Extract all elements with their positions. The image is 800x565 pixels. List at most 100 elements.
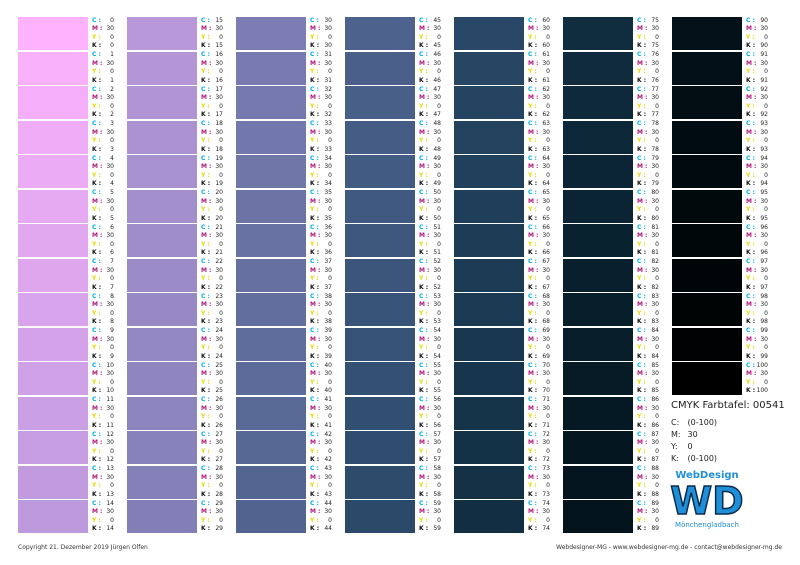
channel-label-y: Y :	[419, 102, 428, 110]
channel-label-k: K :	[528, 525, 538, 532]
channel-label-m: M :	[746, 59, 757, 67]
channel-value-y: 0	[110, 378, 114, 386]
channel-label-m: M :	[201, 266, 212, 274]
channel-value-y: 0	[328, 102, 332, 110]
color-swatch	[236, 465, 306, 499]
channel-value-m: 30	[106, 473, 114, 481]
channel-label-c: C :	[746, 361, 755, 369]
color-swatch	[454, 120, 524, 154]
color-swatch	[236, 293, 306, 326]
channel-label-c: C :	[528, 85, 537, 93]
channel-label-c: C :	[637, 154, 646, 162]
color-swatch	[18, 224, 88, 257]
channel-label-y: Y :	[310, 171, 319, 179]
channel-value-m: 30	[542, 232, 550, 239]
channel-label-k: K :	[746, 180, 756, 187]
channel-value-c: 21	[215, 223, 223, 231]
channel-label-k: K :	[419, 111, 429, 118]
channel-value-y: 0	[219, 240, 223, 248]
channel-value-k: 81	[651, 249, 659, 256]
channel-label-k: K :	[528, 387, 538, 394]
color-swatch	[672, 17, 742, 50]
channel-label-m: M :	[201, 404, 212, 412]
channel-value-m: 30	[542, 473, 550, 481]
channel-value-c: 64	[542, 154, 550, 162]
channel-label-k: K :	[419, 421, 429, 429]
channel-label-c: C :	[746, 154, 755, 162]
channel-label-k: K :	[528, 42, 538, 49]
channel-value-m: 30	[542, 266, 550, 274]
channel-label-k: K :	[637, 352, 647, 360]
channel-label-m: M :	[310, 59, 321, 67]
channel-label-k: K :	[528, 76, 538, 84]
channel-label-m: M :	[201, 439, 212, 446]
channel-value-m: 30	[651, 335, 659, 343]
channel-value-m: 30	[433, 163, 441, 170]
color-swatch	[563, 327, 633, 361]
channel-label-y: Y :	[637, 102, 646, 110]
channel-label-c: C :	[528, 51, 537, 58]
channel-value-c: 12	[106, 430, 114, 438]
channel-label-m: M :	[310, 128, 321, 136]
channel-label-y: Y :	[637, 171, 646, 179]
channel-value-y: 0	[110, 275, 114, 282]
channel-value-m: 30	[542, 439, 550, 446]
channel-label-y: Y :	[419, 482, 428, 489]
channel-label-k: K :	[528, 111, 538, 118]
channel-label-k: K :	[637, 421, 647, 429]
channel-label-c: C :	[201, 465, 210, 472]
channel-value-k: 40	[324, 387, 332, 394]
channel-label-c: C :	[310, 223, 319, 231]
channel-label-k: K :	[637, 490, 647, 498]
channel-value-y: 0	[437, 68, 441, 75]
channel-label-y: Y :	[92, 137, 101, 144]
channel-value-k: 24	[215, 352, 223, 360]
channel-label-m: M :	[201, 163, 212, 170]
channel-label-m: M :	[637, 301, 648, 308]
channel-value-m: 30	[433, 59, 441, 67]
channel-label-y: Y :	[746, 102, 755, 110]
channel-label-y: Y :	[746, 309, 755, 317]
channel-label-k: K :	[746, 76, 756, 84]
channel-label-y: Y :	[637, 378, 646, 386]
channel-label-k: K :	[637, 214, 647, 222]
channel-value-m: 30	[651, 266, 659, 274]
channel-value-c: 4	[110, 154, 114, 162]
channel-value-c: 92	[760, 85, 768, 93]
channel-value-k: 47	[433, 111, 441, 118]
channel-value-y: 0	[219, 482, 223, 489]
channel-label-k: K :	[637, 180, 647, 187]
channel-label-c: C :	[92, 154, 101, 162]
color-swatch	[18, 327, 88, 361]
color-swatch	[236, 120, 306, 154]
channel-label-k: K :	[201, 283, 211, 291]
channel-label-y: Y :	[310, 447, 319, 455]
channel-value-c: 39	[324, 327, 332, 334]
channel-value-y: 0	[328, 137, 332, 144]
color-swatch	[563, 465, 633, 499]
channel-value-k: 26	[215, 421, 223, 429]
color-swatch	[236, 51, 306, 85]
channel-label-k: K :	[310, 249, 320, 256]
channel-value-c: 31	[324, 51, 332, 58]
channel-value-c: 93	[760, 120, 768, 127]
channel-value-y: 0	[655, 171, 659, 179]
channel-value-m: 30	[324, 439, 332, 446]
channel-label-y: Y :	[637, 344, 646, 351]
channel-label-y: Y :	[92, 275, 101, 282]
channel-value-c: 16	[215, 51, 223, 58]
channel-label-y: Y :	[528, 413, 537, 420]
channel-value-y: 0	[655, 447, 659, 455]
channel-value-m: 30	[542, 94, 550, 101]
channel-label-k: K :	[201, 387, 211, 394]
color-swatch	[127, 396, 197, 430]
channel-value-m: 30	[215, 94, 223, 101]
channel-label-c: C :	[528, 361, 537, 369]
channel-label-k: K :	[92, 283, 102, 291]
channel-label-y: Y :	[92, 68, 101, 75]
channel-label-m: M :	[310, 473, 321, 481]
channel-value-c: 60	[542, 16, 550, 24]
channel-label-y: Y :	[637, 240, 646, 248]
channel-label-y: Y :	[419, 33, 428, 41]
channel-value-k: 58	[433, 490, 441, 498]
